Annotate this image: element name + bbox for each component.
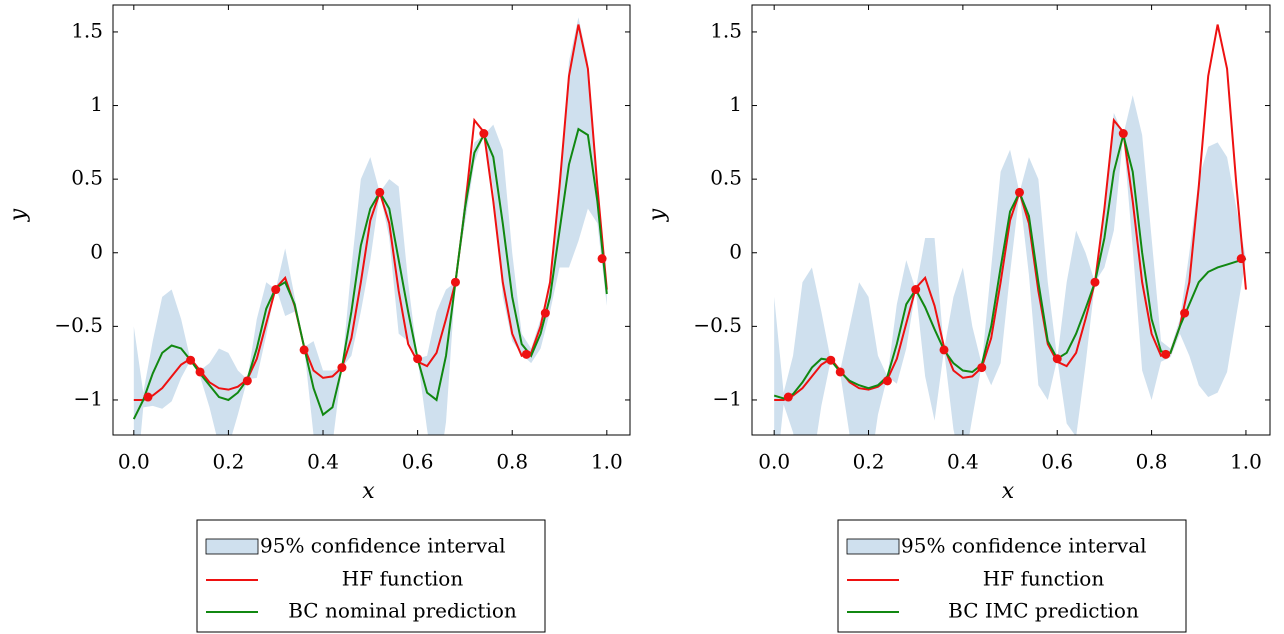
data-point: [450, 277, 460, 287]
data-point: [1090, 277, 1100, 287]
plot-area: [132, 17, 608, 435]
data-point: [242, 376, 252, 386]
y-tick-label: 1.5: [71, 18, 103, 42]
data-point: [977, 363, 987, 373]
legend-label: HF function: [983, 567, 1105, 591]
y-tick-label: 0.5: [71, 166, 103, 190]
confidence-band: [133, 17, 607, 435]
legend: 95% confidence interval HF function BC nom…: [196, 519, 546, 633]
data-point: [597, 254, 607, 264]
data-point: [521, 349, 531, 359]
y-tick-label: −0.5: [54, 313, 103, 337]
legend-swatch: [846, 538, 900, 555]
y-tick-label: −1: [713, 386, 742, 410]
y-tick-label: 1: [729, 92, 742, 116]
data-point: [375, 187, 385, 197]
y-tick-label: 0.5: [710, 166, 742, 190]
data-point: [271, 285, 281, 295]
data-point: [911, 285, 921, 295]
y-axis-label: y: [645, 208, 670, 222]
y-tick-label: 1.5: [710, 18, 742, 42]
axes-frame: [751, 4, 1271, 436]
legend-label: BC nominal prediction: [288, 599, 517, 623]
data-point: [337, 363, 347, 373]
x-tick-label: 0.4: [947, 450, 979, 474]
x-tick-label: 0.0: [758, 450, 790, 474]
x-tick-label: 0.6: [402, 450, 434, 474]
x-tick-label: 0.2: [853, 450, 885, 474]
legend-label: 95% confidence interval: [260, 534, 506, 558]
y-axis-label: y: [6, 208, 31, 222]
data-point: [882, 376, 892, 386]
x-tick-label: 0.8: [1136, 450, 1168, 474]
data-point: [939, 345, 949, 355]
data-point: [186, 355, 196, 365]
data-point: [479, 129, 489, 139]
legend-swatch: [205, 538, 259, 555]
data-point: [1014, 187, 1024, 197]
x-tick-label: 0.2: [213, 450, 245, 474]
data-point: [413, 354, 423, 364]
legend-label: 95% confidence interval: [901, 534, 1147, 558]
data-point: [195, 367, 205, 377]
y-tick-label: 0: [90, 239, 103, 263]
y-tick-label: 1: [90, 92, 103, 116]
data-point: [1052, 354, 1062, 364]
x-axis-label: x: [1002, 479, 1015, 504]
x-axis-label: x: [362, 479, 375, 504]
data-point: [835, 367, 845, 377]
x-tick-label: 0.8: [496, 450, 528, 474]
data-point: [1118, 129, 1128, 139]
y-tick-label: −0.5: [693, 313, 742, 337]
axes-frame: [112, 4, 631, 436]
x-tick-label: 0.6: [1041, 450, 1073, 474]
data-point: [826, 355, 836, 365]
confidence-band: [774, 95, 1246, 435]
x-tick-label: 0.0: [118, 450, 150, 474]
legend: 95% confidence interval HF function BC IMC…: [837, 519, 1187, 633]
y-tick-label: 0: [729, 239, 742, 263]
data-point: [1161, 349, 1171, 359]
x-tick-label: 1.0: [591, 450, 623, 474]
y-tick-label: −1: [74, 386, 103, 410]
data-point: [299, 345, 309, 355]
data-point: [143, 392, 153, 402]
data-point: [1236, 254, 1246, 264]
legend-label: HF function: [342, 567, 464, 591]
data-point: [540, 308, 550, 318]
x-tick-label: 0.4: [307, 450, 339, 474]
data-point: [783, 392, 793, 402]
plot-area: [773, 24, 1247, 435]
x-tick-label: 1.0: [1230, 450, 1262, 474]
legend-label: BC IMC prediction: [948, 599, 1139, 623]
data-point: [1180, 308, 1190, 318]
